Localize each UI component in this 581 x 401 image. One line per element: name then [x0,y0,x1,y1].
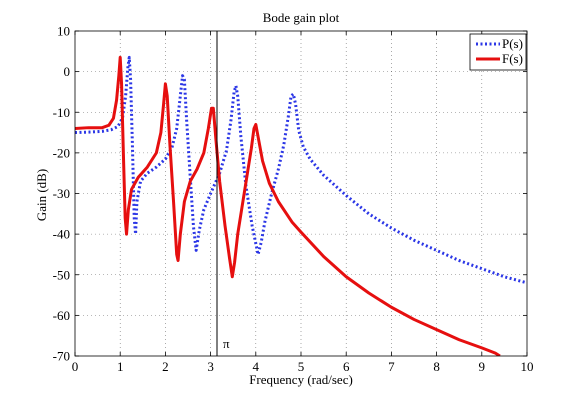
x-tick-label: 5 [298,359,305,374]
axis-ticks: 0 1 2 3 4 5 6 7 8 9 10 10 0 -10 -20 -30 -40 -50 -60 -70 [53,24,534,375]
x-axis-label: Frequency (rad/sec) [249,372,353,387]
x-tick-label: 1 [117,359,124,374]
x-tick-label: 2 [162,359,169,374]
legend: P(s) F(s) [469,33,527,71]
x-tick-label: 9 [479,359,486,374]
legend-label-p: P(s) [502,36,523,51]
pi-annotation: π [223,336,230,351]
series-layer [75,55,527,356]
y-axis-label: Gain (dB) [34,169,49,221]
chart-title: Bode gain plot [263,10,340,25]
x-tick-label: 0 [72,359,79,374]
y-tick-label: -20 [53,145,70,160]
y-tick-label: 10 [57,24,70,39]
y-tick-label: -40 [53,227,70,242]
y-tick-label: -70 [53,349,70,364]
y-tick-label: -10 [53,105,70,120]
x-tick-label: 3 [207,359,214,374]
series-line-f [75,55,501,356]
y-tick-label: -60 [53,308,70,323]
x-tick-label: 6 [343,359,350,374]
legend-box [469,33,527,71]
x-tick-label: 10 [521,359,534,374]
legend-label-f: F(s) [502,51,523,66]
x-tick-label: 4 [253,359,260,374]
grid [75,31,527,356]
y-tick-label: 0 [64,64,71,79]
y-tick-label: -30 [53,186,70,201]
y-tick-label: -50 [53,267,70,282]
series-line-p [75,55,527,285]
x-tick-label: 8 [433,359,440,374]
x-tick-label: 7 [388,359,395,374]
